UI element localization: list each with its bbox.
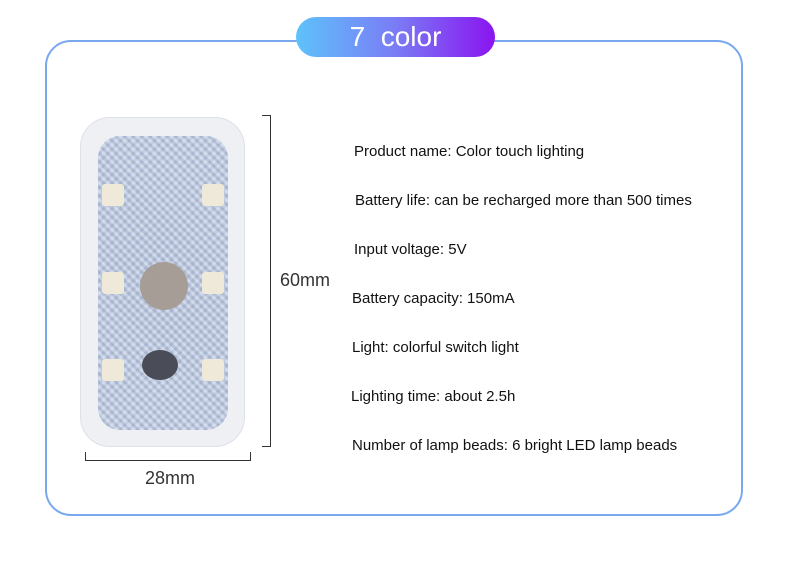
touch-button	[140, 262, 188, 310]
spec-lamp-beads: Number of lamp beads: 6 bright LED lamp …	[352, 437, 678, 454]
led-bead	[102, 272, 124, 294]
sensor-spot	[142, 350, 178, 380]
spec-lighting-time: Lighting time: about 2.5h	[351, 388, 516, 405]
spec-light: Light: colorful switch light	[352, 339, 519, 356]
width-label: 28mm	[145, 468, 196, 488]
led-bead	[102, 359, 124, 381]
color-count-badge: 7 color	[296, 17, 495, 57]
width-dimension-line	[85, 452, 251, 461]
product-image-led-light	[80, 117, 245, 447]
spec-battery-life: Battery life: can be recharged more than…	[355, 192, 692, 209]
light-lens	[98, 136, 228, 430]
spec-battery-capacity: Battery capacity: 150mA	[352, 290, 515, 307]
led-bead	[202, 184, 224, 206]
height-label: 60mm	[280, 270, 331, 290]
spec-input-voltage: Input voltage: 5V	[354, 241, 467, 258]
led-bead	[102, 184, 124, 206]
height-dimension-line	[262, 115, 271, 447]
led-bead	[202, 272, 224, 294]
spec-product-name: Product name: Color touch lighting	[354, 143, 585, 160]
led-bead	[202, 359, 224, 381]
